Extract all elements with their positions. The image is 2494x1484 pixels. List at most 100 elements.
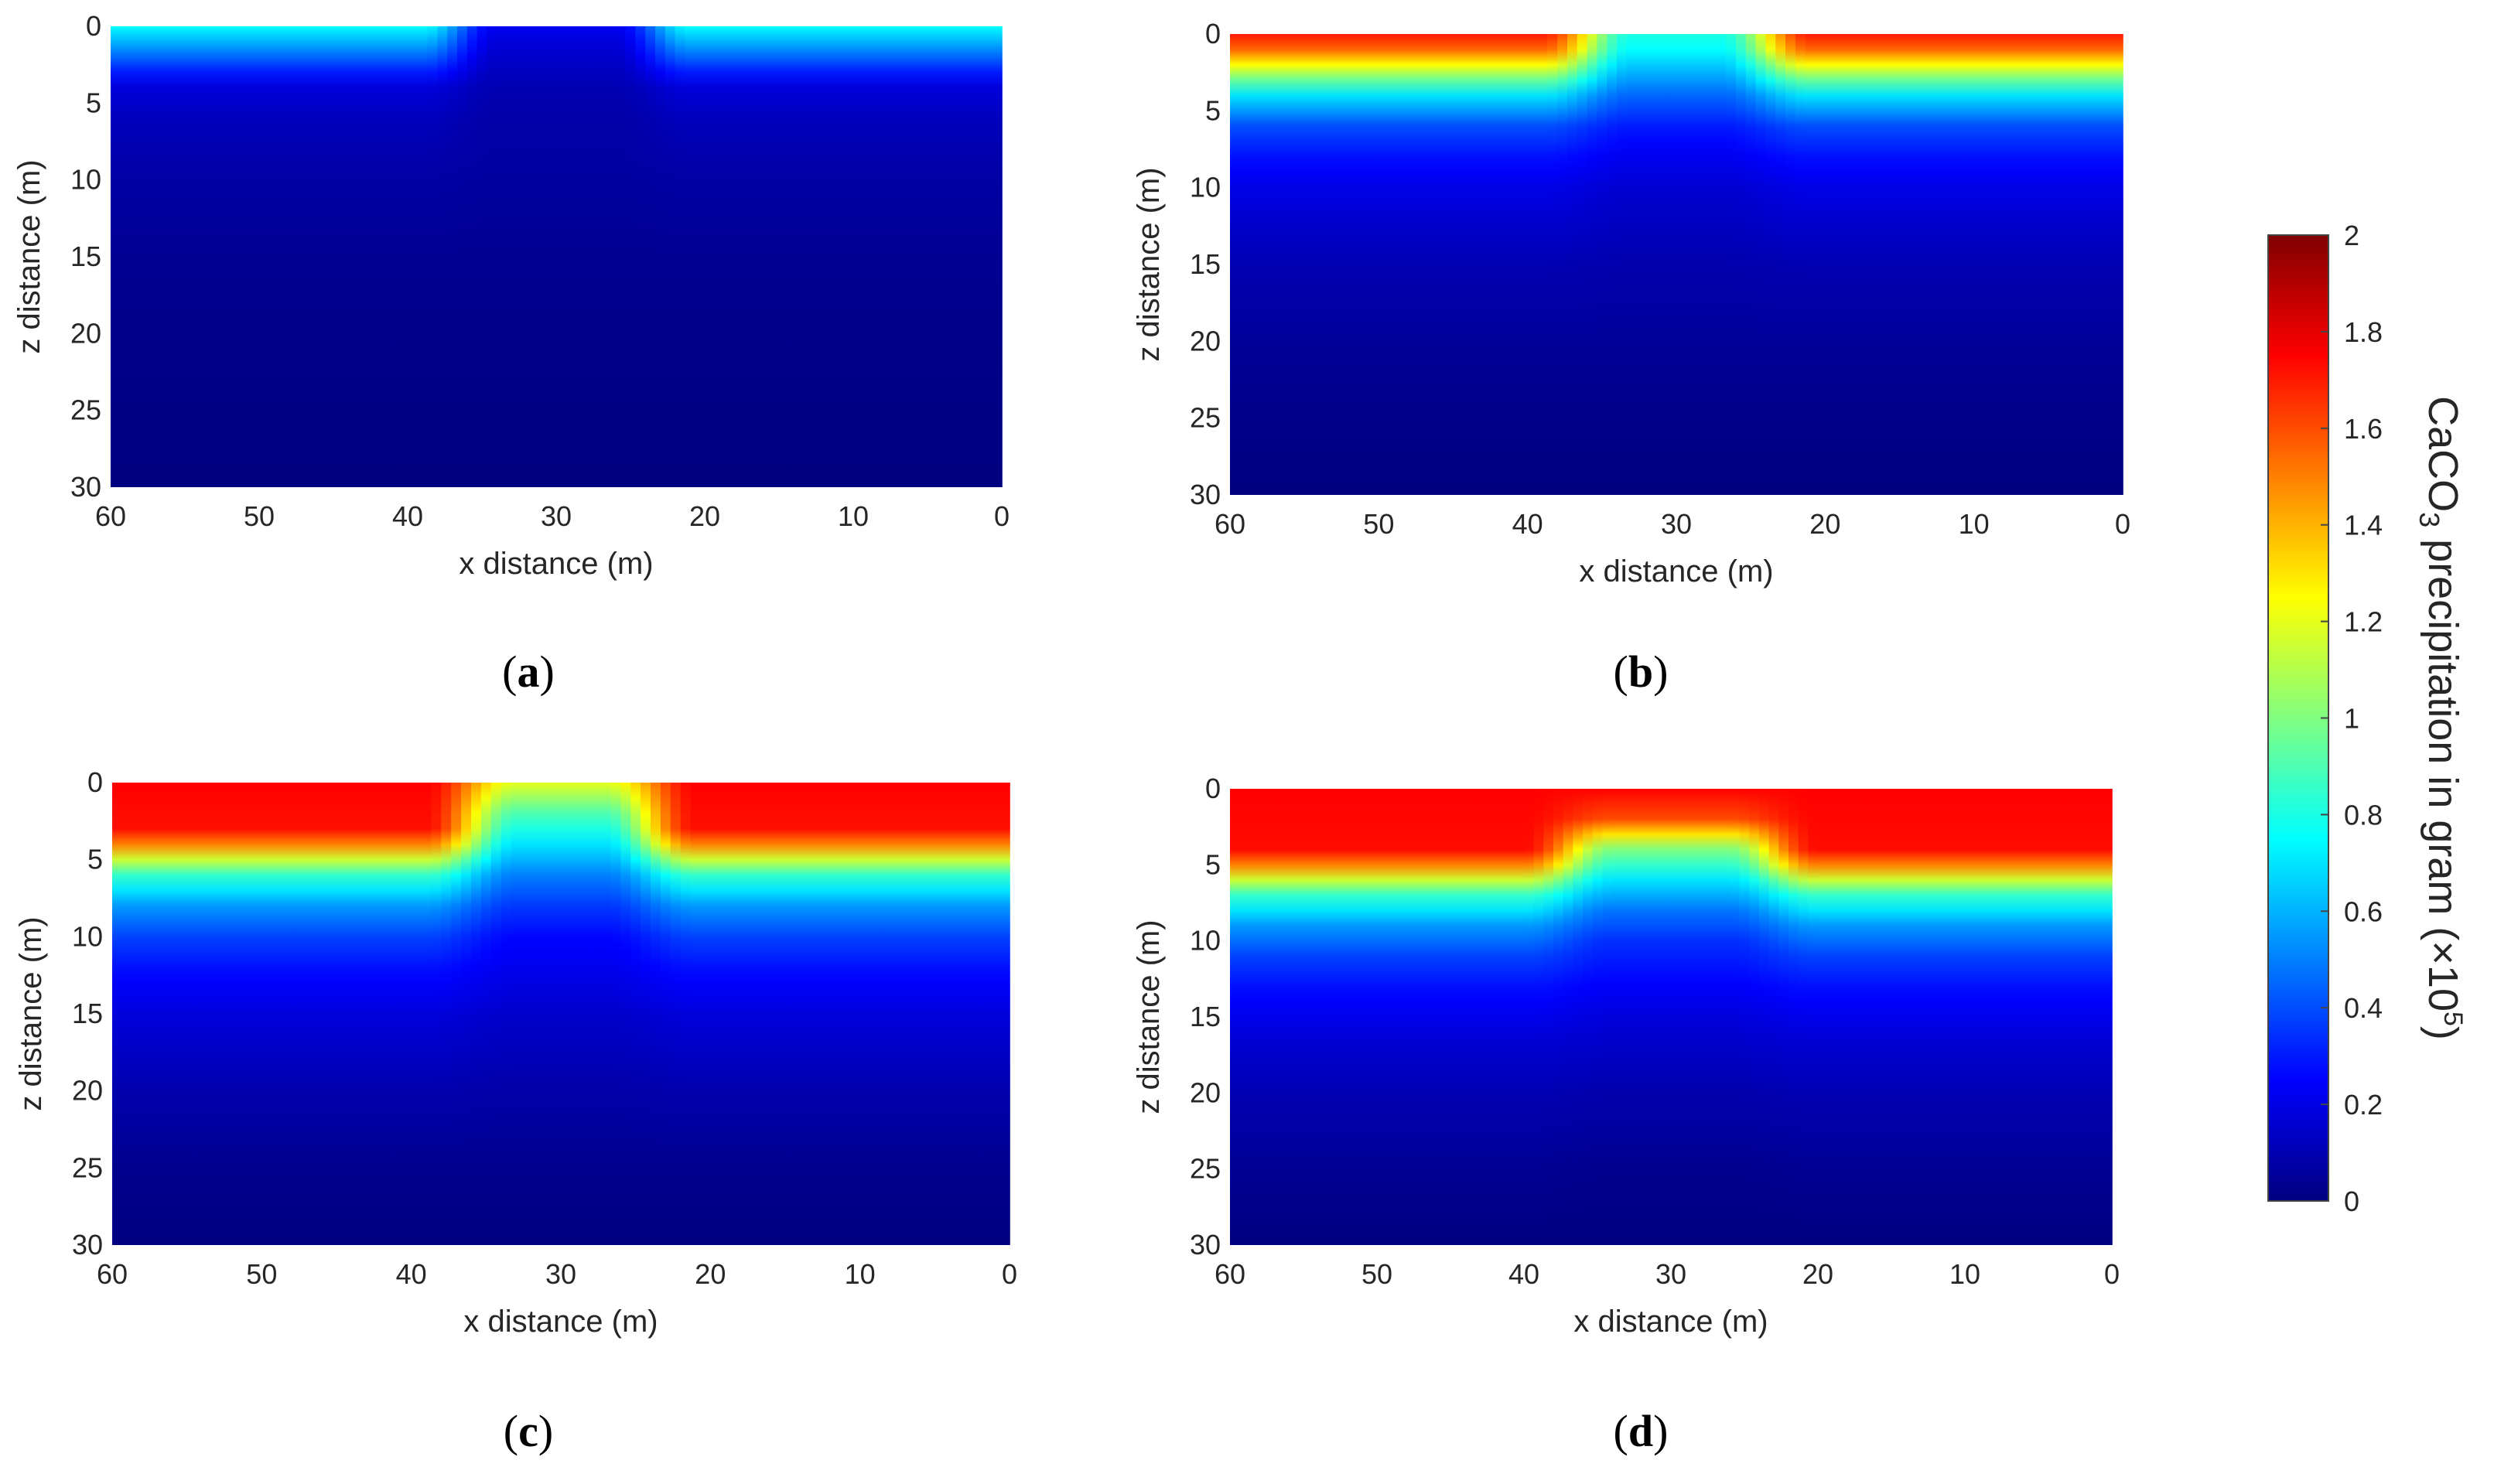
panel-label: (d) — [1614, 1406, 1669, 1456]
heatmap-cell — [229, 26, 241, 487]
heatmap-cell — [282, 783, 292, 1245]
heatmap-cell — [210, 26, 220, 487]
heatmap-cell — [1963, 34, 1975, 495]
heatmap-cell — [2043, 789, 2054, 1245]
heatmap-cell — [348, 26, 359, 487]
heatmap-cell — [2113, 34, 2123, 495]
heatmap-cell — [1818, 789, 1829, 1245]
y-tick-label: 25 — [1190, 1153, 1221, 1185]
colorbar-tick-label: 0.4 — [2344, 992, 2383, 1024]
heatmap-cell — [1357, 789, 1368, 1245]
heatmap-cell — [1543, 789, 1554, 1245]
heatmap-cell — [2102, 789, 2113, 1245]
heatmap-cell — [1844, 34, 1856, 495]
heatmap-cell — [1386, 789, 1398, 1245]
heatmap-cell — [883, 26, 893, 487]
heatmap-cell — [675, 26, 686, 487]
x-tick-label: 30 — [545, 1258, 576, 1290]
heatmap-cell — [531, 783, 542, 1245]
colorbar-bar — [2267, 234, 2329, 1202]
heatmap-cell — [949, 783, 961, 1245]
heatmap-cell — [1455, 789, 1466, 1245]
y-tick-label: 30 — [1190, 1229, 1221, 1261]
y-tick-label: 0 — [87, 766, 103, 798]
heatmap-cell — [1339, 34, 1350, 495]
heatmap-cell — [680, 783, 692, 1245]
colorbar-tick-label: 1.6 — [2344, 413, 2383, 445]
heatmap-cell — [1768, 789, 1780, 1245]
heatmap-cell — [651, 783, 661, 1245]
heatmap-cell — [358, 26, 369, 487]
heatmap-cell — [457, 26, 468, 487]
heatmap-cell — [441, 783, 453, 1245]
heatmap-cell — [556, 26, 567, 487]
heatmap-cell — [660, 783, 671, 1245]
y-tick-label: 15 — [1190, 1001, 1221, 1032]
heatmap-cell — [1592, 789, 1604, 1245]
heatmap-cell — [1795, 34, 1806, 495]
heatmap-cell — [620, 783, 632, 1245]
y-tick-label: 0 — [1205, 773, 1221, 804]
heatmap-cell — [959, 783, 971, 1245]
heatmap-cell — [391, 783, 402, 1245]
heatmap-cell — [992, 26, 1003, 487]
heatmap-cell — [1984, 789, 1995, 1245]
colorbar-tick-label: 0.2 — [2344, 1089, 2383, 1121]
heatmap-cell — [849, 783, 861, 1245]
heatmap-cell — [1904, 34, 1915, 495]
heatmap-cell — [2063, 34, 2074, 495]
heatmap-cell — [521, 783, 532, 1245]
heatmap-cell — [1954, 34, 1965, 495]
heatmap-cell — [289, 26, 299, 487]
heatmap-cell — [1279, 34, 1290, 495]
heatmap-cell — [1389, 34, 1399, 495]
heatmap-cell — [979, 783, 991, 1245]
heatmap-cell — [1805, 34, 1816, 495]
heatmap-cell — [1906, 789, 1917, 1245]
x-tick-label: 0 — [2115, 508, 2130, 540]
heatmap-cell — [261, 783, 273, 1245]
heatmap-cell — [760, 783, 771, 1245]
heatmap-cell — [880, 783, 891, 1245]
heatmap-cell — [2004, 789, 2015, 1245]
heatmap-cell — [487, 26, 497, 487]
heatmap-cell — [794, 26, 805, 487]
y-tick-label: 20 — [72, 1075, 103, 1107]
heatmap-cell — [221, 783, 233, 1245]
heatmap-cell — [1367, 789, 1378, 1245]
heatmap-cell — [172, 783, 183, 1245]
x-tick-label: 10 — [1949, 1258, 1980, 1290]
heatmap-cell — [606, 26, 617, 487]
heatmap-cell — [1239, 789, 1251, 1245]
heatmap-cell — [2053, 789, 2064, 1245]
heatmap-cell — [784, 26, 794, 487]
heatmap-cell — [710, 783, 722, 1245]
y-tick-label: 5 — [1205, 848, 1221, 880]
heatmap-cell — [1854, 34, 1866, 495]
heatmap-cell — [705, 26, 716, 487]
heatmap-cell — [1874, 34, 1886, 495]
heatmap-cell — [1318, 789, 1329, 1245]
heatmap-cell — [501, 783, 512, 1245]
heatmap-cell — [231, 783, 243, 1245]
heatmap-cell — [2033, 789, 2045, 1245]
heatmap-cell — [490, 783, 502, 1245]
heatmap-cell — [1666, 34, 1677, 495]
x-tick-label: 40 — [392, 500, 423, 532]
y-tick-label: 5 — [87, 844, 103, 875]
heatmap-cell — [750, 783, 761, 1245]
y-tick-label: 25 — [70, 394, 101, 426]
heatmap-cell — [1686, 34, 1697, 495]
heatmap-cell — [130, 26, 142, 487]
heatmap-cell — [1396, 789, 1407, 1245]
heatmap-cell — [1621, 789, 1633, 1245]
heatmap-cell — [1877, 789, 1888, 1245]
heatmap-cell — [536, 26, 547, 487]
heatmap-cell — [939, 783, 951, 1245]
heatmap-cell — [740, 783, 751, 1245]
heatmap-cell — [714, 26, 726, 487]
heatmap-cell — [381, 783, 392, 1245]
heatmap-cell — [1298, 789, 1310, 1245]
colorbar-tick-label: 1.8 — [2344, 316, 2383, 348]
heatmap-cell — [219, 26, 231, 487]
